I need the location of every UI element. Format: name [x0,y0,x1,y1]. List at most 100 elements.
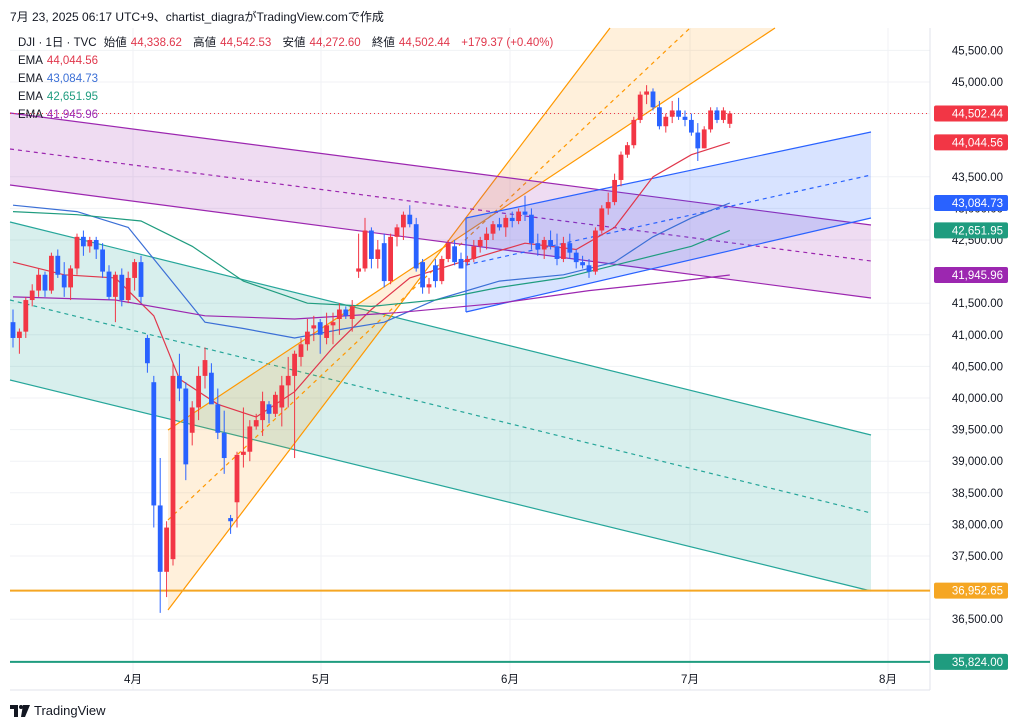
candle-body[interactable] [119,274,125,301]
candle-body[interactable] [164,527,169,572]
ema-line[interactable] [12,211,731,308]
candle-body[interactable] [324,325,329,338]
candle-body[interactable] [298,344,304,357]
candle-body[interactable] [55,255,61,275]
price-tag[interactable] [934,653,1008,670]
candle-body[interactable] [209,372,214,405]
candle-body[interactable] [426,284,432,288]
candle-body[interactable] [580,262,585,266]
candle-body[interactable] [183,388,189,465]
candle-body[interactable] [439,258,445,282]
price-tag[interactable] [934,582,1008,599]
candle-body[interactable] [420,262,425,288]
candle-body[interactable] [561,243,566,259]
candle-body[interactable] [433,265,438,282]
candle-body[interactable] [682,116,688,120]
price-tag[interactable] [934,134,1008,151]
ema-line[interactable] [12,274,730,320]
candle-body[interactable] [650,91,656,108]
candle-body[interactable] [381,243,387,282]
candle-body[interactable] [330,322,336,326]
candle-body[interactable] [657,107,662,127]
symbol-label[interactable]: DJI · 1日 · TVC [18,37,97,49]
price-tag[interactable] [934,267,1008,284]
candle-body[interactable] [17,331,22,338]
price-tag[interactable] [934,105,1008,122]
candle-body[interactable] [701,129,707,149]
blue-channel-lower[interactable] [465,217,872,313]
candle-body[interactable] [138,262,144,297]
candle-body[interactable] [605,202,611,209]
candle-body[interactable] [337,309,342,319]
candle-body[interactable] [484,233,489,240]
candle-body[interactable] [573,252,579,263]
candle-body[interactable] [349,306,355,319]
candle-body[interactable] [87,240,93,247]
candle-body[interactable] [177,375,182,389]
candle-body[interactable] [362,230,368,269]
candle-body[interactable] [151,382,157,506]
candle-body[interactable] [727,113,733,124]
candle-body[interactable] [202,360,208,376]
candle-body[interactable] [241,451,246,455]
candle-body[interactable] [394,227,400,237]
candle-body[interactable] [10,322,16,338]
candle-body[interactable] [23,300,29,332]
falling-channel-green[interactable] [10,222,871,591]
candle-body[interactable] [305,331,310,345]
candle-body[interactable] [273,394,278,414]
candle-body[interactable] [221,432,227,459]
candle-body[interactable] [145,337,150,364]
candle-body[interactable] [554,246,560,259]
falling-channel-purple[interactable] [10,113,871,298]
candle-body[interactable] [445,243,451,259]
candle-body[interactable] [567,243,573,253]
candle-body[interactable] [676,110,681,117]
candle-body[interactable] [157,505,163,572]
candle-body[interactable] [637,94,643,120]
candle-body[interactable] [68,268,73,288]
candle-body[interactable] [61,274,67,288]
ema-row-3[interactable]: EMA 42,651.95 [18,88,557,106]
candle-body[interactable] [669,110,675,117]
candle-body[interactable] [215,404,221,433]
candle-body[interactable] [522,211,528,215]
candle-body[interactable] [317,322,323,335]
blue-channel-median[interactable] [465,174,872,266]
candle-body[interactable] [689,119,694,133]
candle-body[interactable] [631,119,637,146]
candle-body[interactable] [292,353,297,376]
candle-body[interactable] [113,274,118,297]
purple-channel-lower[interactable] [9,184,872,299]
candle-body[interactable] [100,249,105,272]
ema-line[interactable] [12,141,730,418]
candle-body[interactable] [529,214,534,244]
falling-channel-lower[interactable] [9,379,872,592]
price-tag[interactable] [934,222,1008,239]
falling-channel-upper[interactable] [9,221,872,436]
candle-body[interactable] [407,214,413,225]
rising-channel-blue[interactable] [466,132,871,312]
candle-body[interactable] [541,240,547,250]
candle-body[interactable] [625,145,630,155]
candle-body[interactable] [189,407,195,433]
candle-body[interactable] [465,258,470,263]
candle-body[interactable] [663,116,669,127]
candle-body[interactable] [516,211,521,222]
candle-body[interactable] [253,420,259,427]
candle-body[interactable] [477,240,483,247]
candle-body[interactable] [413,224,419,269]
candle-body[interactable] [247,426,253,452]
falling-channel-median[interactable] [9,299,872,514]
candle-body[interactable] [721,110,726,120]
candle-body[interactable] [509,217,515,222]
candle-body[interactable] [279,385,285,408]
candle-body[interactable] [695,132,701,149]
candle-body[interactable] [36,274,41,291]
ema-line[interactable] [12,202,731,339]
candle-body[interactable] [170,375,176,560]
candle-body[interactable] [369,230,374,259]
candle-body[interactable] [714,110,720,120]
candle-body[interactable] [81,236,86,247]
candle-body[interactable] [29,290,35,301]
